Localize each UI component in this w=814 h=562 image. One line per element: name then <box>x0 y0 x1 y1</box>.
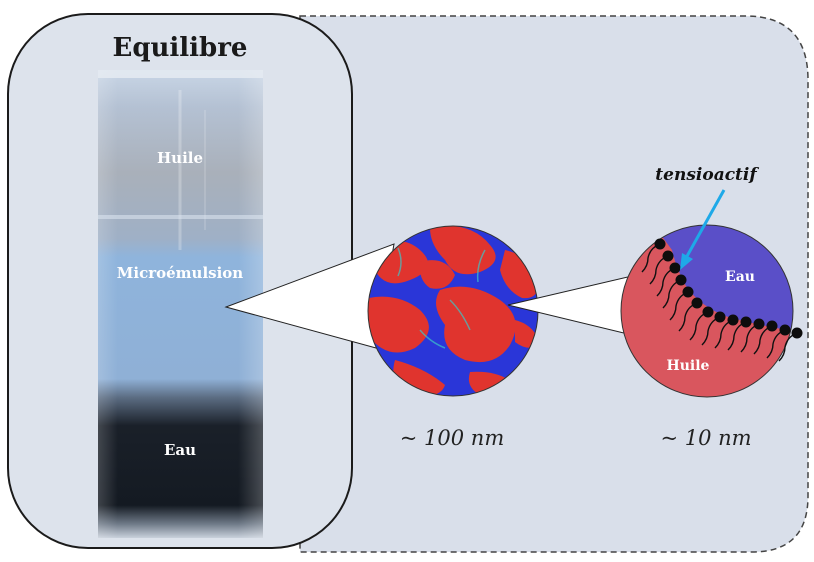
surfactant-head <box>675 274 687 286</box>
surfactant-head <box>791 327 803 339</box>
phase-label-oil: Huile <box>157 149 203 167</box>
surfactant-arrow-head <box>680 253 693 270</box>
zoom2-oil-label: Huile <box>667 358 710 374</box>
zoom2-water-label: Eau <box>725 269 755 285</box>
surfactant-head <box>702 306 714 318</box>
panel-title: Equilibre <box>113 33 248 63</box>
surfactant-tail <box>740 323 760 353</box>
microstructure-circle <box>367 225 539 397</box>
surfactant-head <box>766 320 778 332</box>
phase-label-water: Eau <box>164 441 196 459</box>
surfactant-label: tensioactif <box>655 165 759 185</box>
surfactant-head <box>740 316 752 328</box>
surfactant-head <box>682 286 694 298</box>
surfactant-tail <box>662 279 682 309</box>
surfactant-head <box>727 314 739 326</box>
zoom1-scale-label: ~ 100 nm <box>400 426 504 450</box>
surfactant-tail <box>701 316 721 346</box>
surfactant-head <box>753 318 765 330</box>
surfactant-arrow <box>684 189 726 259</box>
surfactant-tail <box>669 291 689 321</box>
surfactant-tail <box>778 332 798 362</box>
surfactant-head <box>654 238 666 250</box>
surfactant-tail <box>689 311 709 341</box>
surfactant-head <box>669 262 681 274</box>
surfactant-tail <box>753 325 773 355</box>
surfactant-head <box>714 311 726 323</box>
surfactant-chain <box>641 238 803 362</box>
phase-label-microemulsion: Microémulsion <box>117 264 244 282</box>
test-tube <box>98 70 263 538</box>
surfactant-tail <box>656 267 676 297</box>
surfactant-tail <box>678 302 698 332</box>
surfactant-head <box>779 324 791 336</box>
surfactant-tail <box>766 329 786 359</box>
surfactant-head <box>691 297 703 309</box>
zoom2-scale-label: ~ 10 nm <box>660 426 751 450</box>
interface-circle <box>620 224 803 398</box>
surfactant-tail <box>641 243 661 273</box>
surfactant-head <box>662 250 674 262</box>
surfactant-tail <box>727 321 747 351</box>
surfactant-tail <box>649 255 669 285</box>
surfactant-tail <box>714 319 734 349</box>
zoom-background-panel <box>299 15 809 553</box>
